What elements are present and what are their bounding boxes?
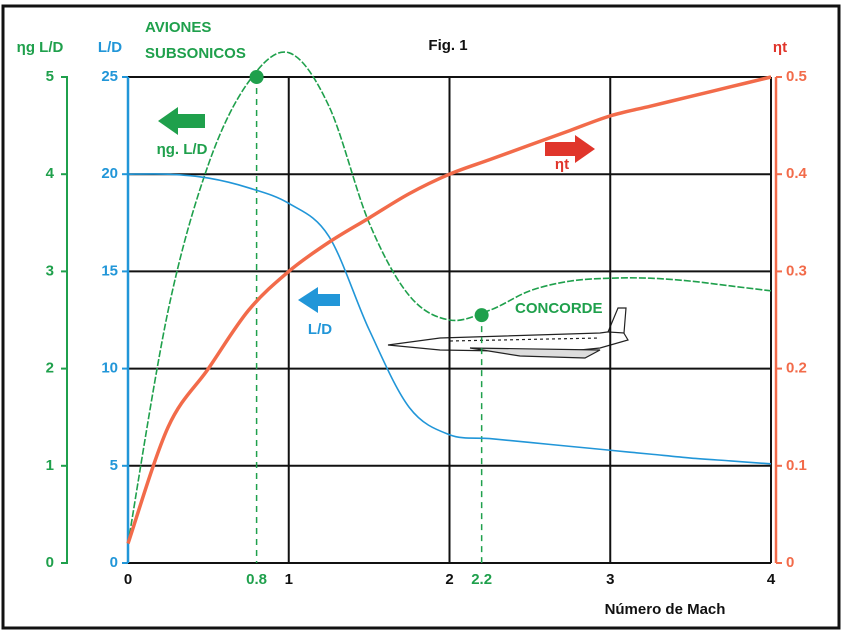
reference-label: 2.2 <box>471 571 492 588</box>
y-tick-label: 5 <box>110 457 118 474</box>
y2-axis-label: ηt <box>773 39 787 56</box>
y2-tick-label: 0.5 <box>786 68 807 85</box>
y-axis-label: L/D <box>98 39 122 56</box>
y3-tick-label: 4 <box>46 165 55 182</box>
x-tick-label: 2 <box>445 571 453 588</box>
y-tick-label: 20 <box>101 165 118 182</box>
y-tick-label: 0 <box>110 554 118 571</box>
y2-tick-label: 0.4 <box>786 165 808 182</box>
x-tick-label: 4 <box>767 571 776 588</box>
y2-tick-label: 0.1 <box>786 457 807 474</box>
y2-tick-label: 0 <box>786 554 794 571</box>
chart-title: Fig. 1 <box>428 37 467 54</box>
series-label: ηt <box>555 156 569 173</box>
x-tick-label: 3 <box>606 571 614 588</box>
y3-tick-label: 1 <box>46 457 54 474</box>
y3-axis-label: ηg L/D <box>17 39 64 56</box>
x-tick-label: 0 <box>124 571 132 588</box>
y-tick-label: 10 <box>101 360 118 377</box>
reference-label: 0.8 <box>246 571 267 588</box>
y3-tick-label: 5 <box>46 68 54 85</box>
series-label: L/D <box>308 321 332 338</box>
y-tick-label: 25 <box>101 68 118 85</box>
y3-tick-label: 2 <box>46 360 54 377</box>
y3-tick-label: 0 <box>46 554 54 571</box>
x-tick-label: 1 <box>285 571 293 588</box>
chart: Fig. 1 Número de Mach L/D ηt ηg L/D ηg. … <box>0 0 844 633</box>
reference-point <box>475 308 489 322</box>
y2-tick-label: 0.3 <box>786 262 807 279</box>
y-tick-label: 15 <box>101 262 118 279</box>
series-label: ηg. L/D <box>157 141 208 158</box>
x-axis-label: Número de Mach <box>605 601 726 618</box>
annotation: SUBSONICOS <box>145 45 246 62</box>
annotation: CONCORDE <box>515 300 603 317</box>
annotation: AVIONES <box>145 19 211 36</box>
y3-tick-label: 3 <box>46 262 54 279</box>
y2-tick-label: 0.2 <box>786 360 807 377</box>
reference-point <box>250 70 264 84</box>
